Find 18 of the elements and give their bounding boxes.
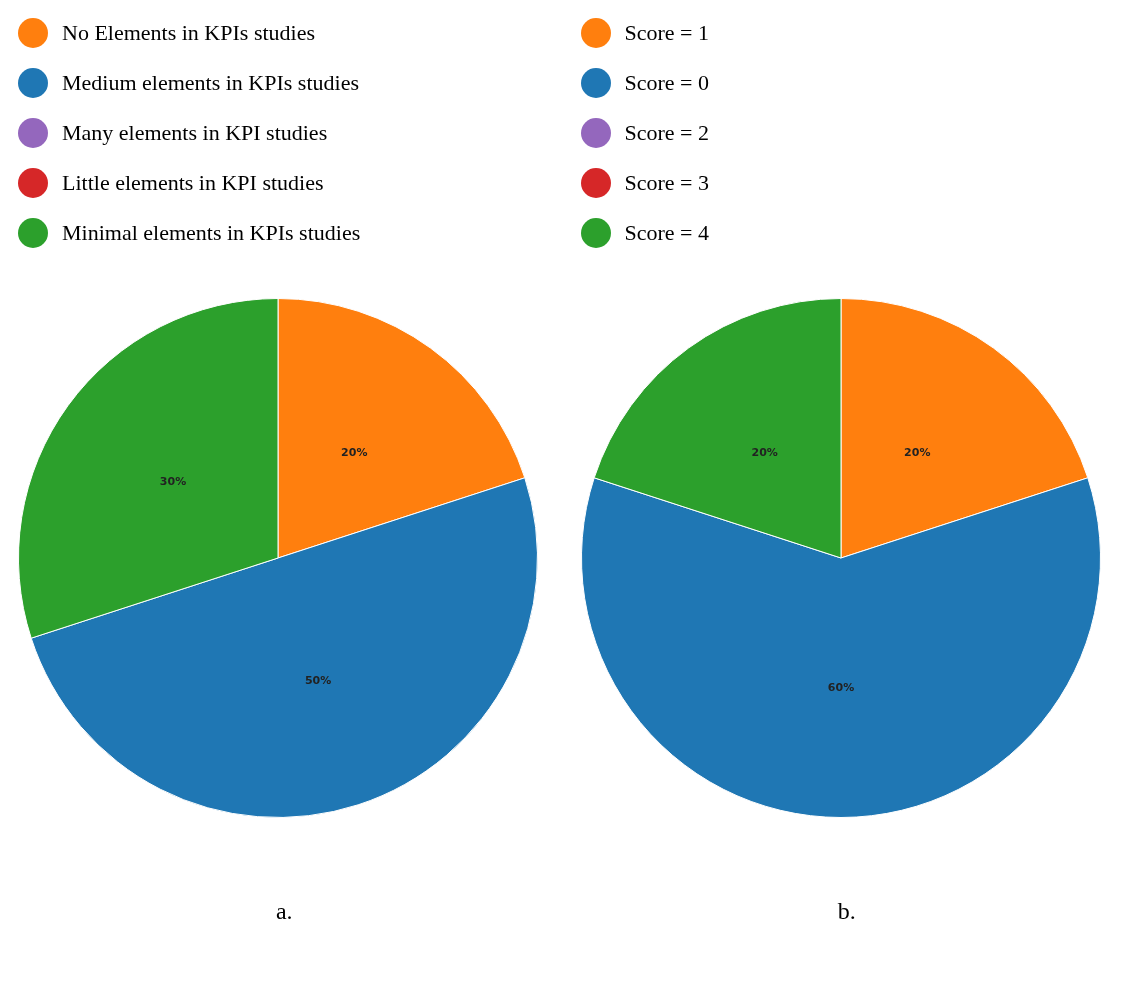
- legend-label: Minimal elements in KPIs studies: [62, 220, 361, 246]
- legend-label: Medium elements in KPIs studies: [62, 70, 359, 96]
- legend-label: No Elements in KPIs studies: [62, 20, 315, 46]
- data-label: 20%: [341, 445, 368, 459]
- data-label: 50%: [304, 674, 332, 688]
- data-label: 20%: [751, 445, 778, 459]
- data-label: 20%: [903, 445, 930, 459]
- legend-label: Score = 1: [624, 20, 709, 46]
- legend-label: Many elements in KPI studies: [62, 120, 328, 146]
- text: b.: [836, 898, 857, 925]
- legend-label: Little elements in KPI studies: [62, 170, 324, 196]
- legend-label: Score = 2: [624, 120, 709, 146]
- legend-label: Score = 3: [624, 170, 709, 196]
- text: a.: [274, 898, 294, 925]
- data-label: 60%: [827, 680, 854, 694]
- legend-label: Score = 0: [624, 70, 709, 96]
- legend-label: Score = 4: [624, 220, 709, 246]
- data-label: 30%: [159, 474, 187, 488]
